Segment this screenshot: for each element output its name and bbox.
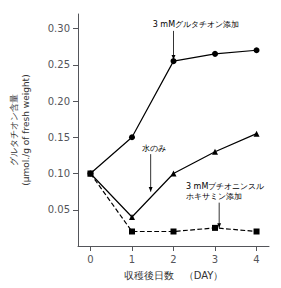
svg-text:3 mMグルタチオン添加: 3 mMグルタチオン添加 xyxy=(153,20,239,29)
svg-text:3: 3 xyxy=(212,254,218,265)
svg-text:0.25: 0.25 xyxy=(48,59,70,70)
svg-text:収穫後日数 （DAY）: 収穫後日数 （DAY） xyxy=(124,270,224,281)
svg-text:水のみ: 水のみ xyxy=(142,144,166,153)
svg-text:2: 2 xyxy=(170,254,176,265)
svg-text:1: 1 xyxy=(129,254,135,265)
svg-text:0.20: 0.20 xyxy=(48,96,70,107)
svg-text:ホキサミン添加: ホキサミン添加 xyxy=(186,192,242,201)
svg-text:3 mMブチオニンスル: 3 mMブチオニンスル xyxy=(186,182,264,191)
svg-text:0.05: 0.05 xyxy=(48,204,70,215)
svg-text:0.15: 0.15 xyxy=(48,132,70,143)
svg-text:0.30: 0.30 xyxy=(48,23,70,34)
svg-text:0: 0 xyxy=(87,254,93,265)
svg-text:グルタチオン含量: グルタチオン含量 xyxy=(9,94,19,166)
svg-text:4: 4 xyxy=(253,254,259,265)
svg-text:(μmol./g of fresh weight): (μmol./g of fresh weight) xyxy=(21,74,31,185)
svg-text:0.10: 0.10 xyxy=(48,168,70,179)
